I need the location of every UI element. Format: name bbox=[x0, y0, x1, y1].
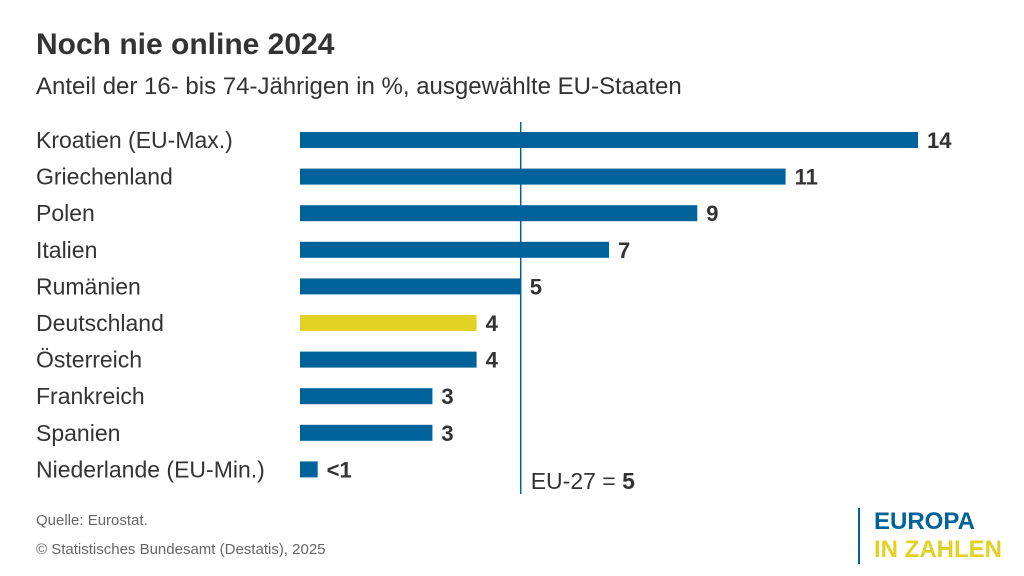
bar-9 bbox=[300, 461, 318, 478]
chart-subtitle: Anteil der 16- bis 74-Jährigen in %, aus… bbox=[36, 73, 682, 100]
category-label: Polen bbox=[36, 200, 95, 226]
data-label: 3 bbox=[441, 421, 453, 446]
category-label: Italien bbox=[36, 237, 97, 263]
category-label: Spanien bbox=[36, 420, 120, 446]
data-label: <1 bbox=[327, 457, 352, 482]
data-label: 7 bbox=[618, 238, 630, 263]
bar-8 bbox=[300, 424, 433, 441]
category-label: Österreich bbox=[36, 347, 142, 373]
bar-7 bbox=[300, 388, 433, 405]
bar-3 bbox=[300, 241, 609, 258]
data-label: 14 bbox=[927, 128, 952, 153]
logo-line-2: IN ZAHLEN bbox=[874, 536, 1002, 563]
logo-line-1: EUROPA bbox=[874, 508, 975, 535]
category-label: Deutschland bbox=[36, 310, 164, 336]
data-label: 4 bbox=[486, 348, 499, 373]
data-label: 5 bbox=[530, 274, 542, 299]
category-label: Rumänien bbox=[36, 273, 141, 299]
category-label: Griechenland bbox=[36, 164, 173, 190]
bar-4 bbox=[300, 278, 521, 295]
data-label: 3 bbox=[441, 384, 453, 409]
bar-6 bbox=[300, 351, 477, 368]
source-note: Quelle: Eurostat. bbox=[36, 512, 148, 529]
bar-2 bbox=[300, 205, 698, 222]
eu-27-value: 5 bbox=[622, 468, 635, 494]
chart-title: Noch nie online 2024 bbox=[36, 28, 335, 61]
data-label: 9 bbox=[706, 201, 718, 226]
copyright-note: © Statistisches Bundesamt (Destatis), 20… bbox=[36, 541, 326, 558]
data-label: 4 bbox=[486, 311, 499, 336]
data-label: 11 bbox=[795, 165, 818, 190]
bar-0 bbox=[300, 132, 918, 148]
bar-5 bbox=[300, 315, 477, 331]
category-label: Frankreich bbox=[36, 383, 145, 409]
eu-27-label: EU-27 = 5 bbox=[531, 468, 635, 494]
category-label: Kroatien (EU-Max.) bbox=[36, 127, 233, 153]
europa-in-zahlen-logo: EUROPA IN ZAHLEN bbox=[858, 508, 1002, 564]
bar-1 bbox=[300, 168, 786, 185]
category-label: Niederlande (EU-Min.) bbox=[36, 456, 265, 482]
